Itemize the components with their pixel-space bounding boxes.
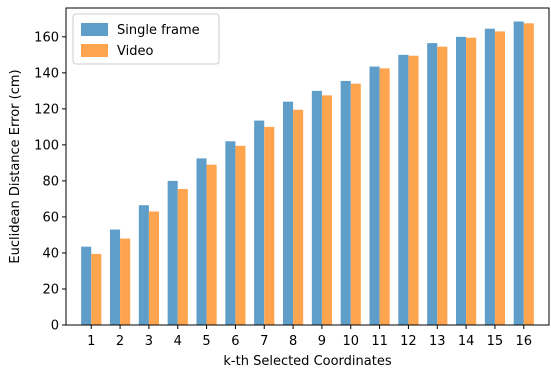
bar-video-12 — [408, 55, 419, 325]
bar-video-1 — [91, 253, 102, 325]
x-tick-label: 6 — [231, 334, 239, 349]
x-tick-label: 3 — [145, 334, 153, 349]
bar-video-16 — [523, 23, 534, 326]
bar-single-frame-13 — [427, 43, 438, 326]
bar-single-frame-10 — [340, 80, 351, 325]
legend: Single frame Video — [72, 13, 220, 65]
legend-box — [72, 13, 220, 65]
x-tick-label: 16 — [515, 334, 532, 349]
y-axis-label: Euclidean Distance Error (cm) — [8, 69, 23, 263]
y-tick-label: 0 — [51, 319, 59, 334]
bar-video-4 — [177, 189, 188, 325]
legend-swatch-single-frame — [81, 23, 108, 36]
bar-video-7 — [264, 126, 275, 326]
plot-area-frame — [65, 7, 550, 326]
y-axis-ticks: 0 20 40 60 80 100 120 140 160 — [34, 30, 66, 334]
y-tick-label: 160 — [34, 30, 59, 45]
bar-video-11 — [379, 68, 390, 325]
x-tick-label: 4 — [174, 334, 182, 349]
y-tick-label: 140 — [34, 66, 59, 81]
legend-swatch-video — [81, 44, 108, 57]
y-tick-label: 120 — [34, 102, 59, 117]
y-tick-label: 20 — [42, 282, 59, 297]
bar-video-15 — [494, 31, 506, 325]
x-tick-label: 14 — [458, 334, 475, 349]
bar-video-3 — [148, 211, 159, 325]
bar-single-frame-12 — [398, 54, 409, 325]
y-tick-label: 40 — [42, 246, 59, 261]
bar-video-9 — [321, 95, 333, 325]
legend-label-video: Video — [117, 44, 153, 59]
y-tick-label: 80 — [42, 174, 59, 189]
bar-single-frame-9 — [311, 90, 322, 325]
bar-single-frame-14 — [456, 36, 467, 325]
bar-video-5 — [206, 164, 217, 325]
bar-single-frame-7 — [254, 120, 265, 325]
bar-single-frame-16 — [513, 21, 524, 325]
bar-video-10 — [350, 83, 361, 326]
bar-video-2 — [120, 238, 131, 325]
legend-label-single-frame: Single frame — [117, 23, 200, 38]
bar-single-frame-8 — [282, 101, 294, 325]
x-tick-label: 9 — [318, 334, 326, 349]
bar-video-13 — [437, 46, 448, 325]
bars-layer — [81, 21, 534, 326]
y-tick-label: 100 — [34, 138, 59, 153]
y-tick-label: 60 — [42, 210, 59, 225]
bar-single-frame-3 — [138, 205, 149, 325]
bar-single-frame-6 — [225, 141, 236, 325]
bar-single-frame-11 — [369, 66, 380, 325]
x-tick-label: 5 — [202, 334, 210, 349]
x-tick-label: 10 — [342, 334, 359, 349]
x-tick-label: 8 — [289, 334, 297, 349]
x-tick-label: 1 — [87, 334, 95, 349]
x-tick-label: 7 — [260, 334, 268, 349]
x-tick-label: 15 — [487, 334, 504, 349]
bar-single-frame-15 — [484, 28, 495, 326]
bar-single-frame-1 — [81, 246, 92, 325]
x-axis-ticks: 1 2 3 4 5 6 7 8 9 10 11 12 13 14 15 16 — [87, 325, 532, 349]
bar-single-frame-5 — [196, 158, 207, 325]
bar-video-8 — [293, 109, 304, 325]
x-axis-label: k-th Selected Coordinates — [223, 354, 391, 369]
x-tick-label: 12 — [400, 334, 417, 349]
bar-video-6 — [235, 145, 246, 325]
x-tick-label: 13 — [429, 334, 446, 349]
bar-single-frame-4 — [167, 180, 178, 325]
x-tick-label: 11 — [371, 334, 388, 349]
bar-single-frame-2 — [109, 229, 121, 325]
bar-video-14 — [466, 37, 477, 325]
x-tick-label: 2 — [116, 334, 124, 349]
